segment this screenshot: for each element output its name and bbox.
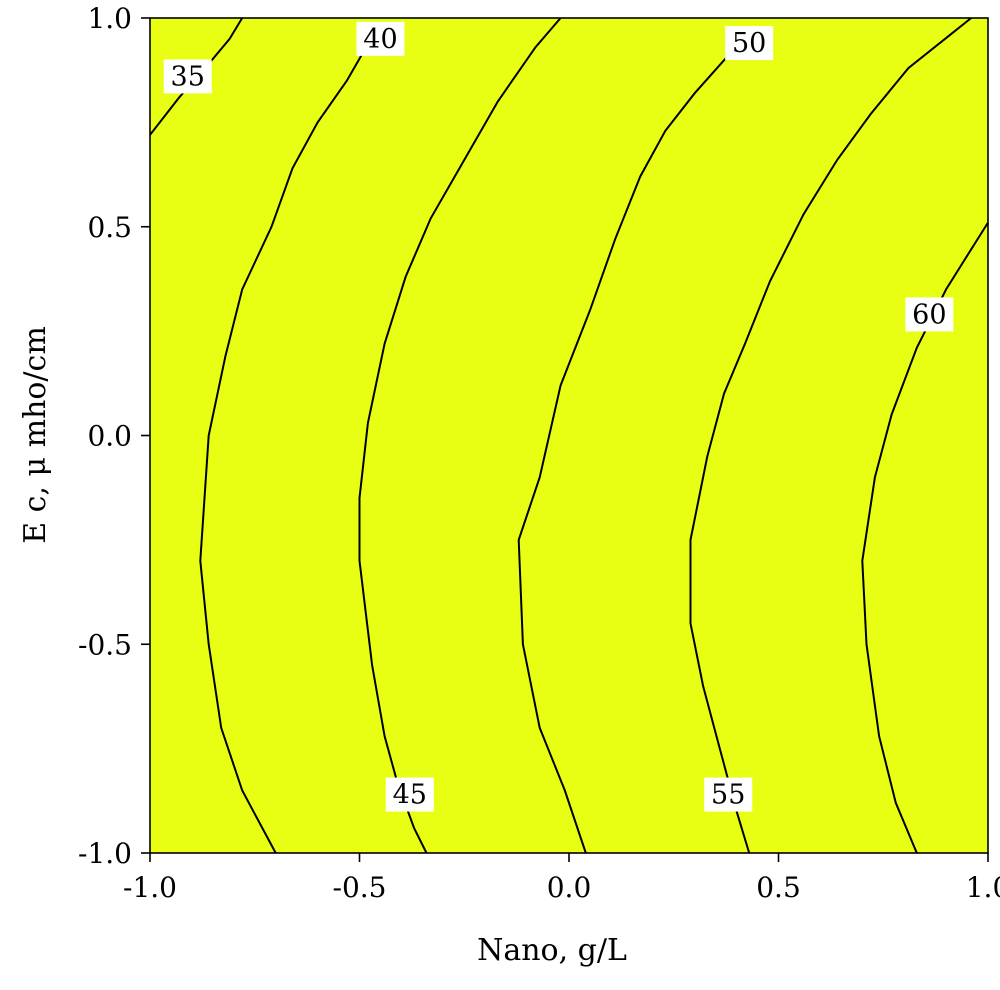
y-axis: -1.0 -0.5 0.0 0.5 1.0	[78, 2, 150, 870]
contour-label-box-60	[905, 297, 954, 332]
x-tick-label: -1.0	[123, 871, 177, 904]
y-tick-label: 1.0	[87, 2, 132, 35]
y-tick-label: 0.0	[87, 420, 132, 453]
x-axis-title: Nano, g/L	[477, 933, 627, 968]
x-tick-label: -0.5	[333, 871, 387, 904]
contour-label-box-40	[356, 21, 405, 56]
y-tick-label: -1.0	[78, 837, 132, 870]
x-axis: -1.0 -0.5 0.0 0.5 1.0	[123, 853, 1000, 904]
contour-line-45	[358, 17, 562, 854]
x-tick-label: 0.5	[756, 871, 801, 904]
contour-label-35: 35	[171, 61, 205, 92]
y-axis-title: E c, μ mho/cm	[18, 326, 53, 544]
plot-area	[150, 18, 988, 853]
contour-label-box-45	[385, 777, 434, 812]
contour-label-45: 45	[393, 780, 427, 811]
contour-label-55: 55	[711, 780, 745, 811]
contour-labels: 35 40 45 50 55 60	[163, 21, 954, 812]
contour-line-60	[861, 222, 989, 854]
contour-label-box-50	[725, 26, 774, 61]
contour-label-box-35	[163, 59, 212, 94]
contour-line-55	[689, 17, 972, 854]
y-tick-label: 0.5	[87, 211, 132, 244]
x-tick-label: 0.0	[547, 871, 592, 904]
contour-line-40	[199, 50, 365, 854]
contour-lines	[149, 17, 989, 854]
contour-label-40: 40	[363, 24, 397, 55]
y-tick-label: -0.5	[78, 628, 132, 661]
contour-line-50	[517, 54, 729, 854]
contour-label-60: 60	[912, 299, 946, 330]
contour-label-box-55	[704, 777, 753, 812]
contour-label-50: 50	[732, 28, 766, 59]
x-tick-label: 1.0	[966, 871, 1000, 904]
